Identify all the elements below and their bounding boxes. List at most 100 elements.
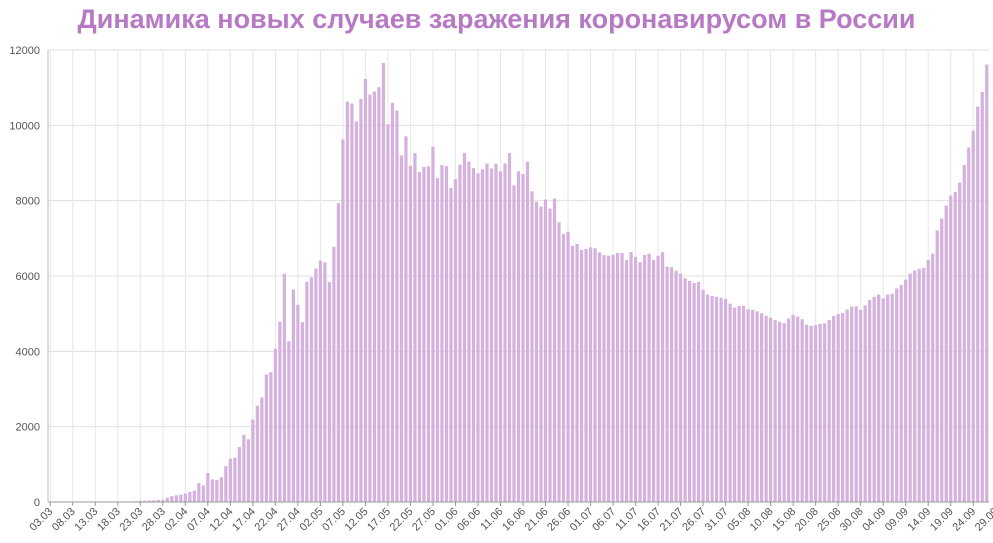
bar [300,322,305,502]
x-tick-label: 07.04 [185,506,213,534]
bar [377,87,381,503]
bar [467,161,471,502]
x-tick-label: 10.08 [748,506,776,534]
bar [278,321,282,502]
bar [980,91,984,503]
bar [314,268,318,502]
chart-title: Динамика новых случаев заражения коронав… [77,4,916,34]
bar [764,315,768,502]
bar [985,64,989,503]
bar [147,500,151,502]
bar [732,307,737,502]
bar [224,466,228,502]
bars [48,62,989,503]
y-tick-label: 4000 [16,346,40,358]
bar [827,320,831,502]
bar [390,102,395,503]
bar [183,493,187,502]
bar [611,254,615,502]
bar [426,166,431,502]
bar [156,499,160,502]
bar [741,305,746,502]
bar [787,318,791,502]
bar [323,262,327,502]
bar [435,178,440,502]
x-tick-label: 17.04 [230,506,258,534]
bar [440,165,444,502]
axes [47,50,989,506]
bar [525,161,530,502]
bar [971,130,975,502]
x-tick-label: 30.08 [838,506,866,534]
bar [557,222,561,502]
bar [629,252,633,502]
x-tick-label: 26.07 [680,506,708,534]
bar [778,321,782,502]
bar [818,323,822,502]
x-tick-label: 12.04 [208,506,236,534]
bar [530,191,534,503]
bar [692,283,696,502]
x-tick-label: 04.09 [860,506,888,534]
bar [282,273,286,502]
bar [899,284,903,502]
bar [251,419,255,502]
bar [710,295,714,502]
bar [823,323,827,502]
y-tick-label: 10000 [9,120,40,132]
bar [206,472,210,502]
bar [422,166,426,502]
bar [273,348,277,502]
bar [246,439,250,502]
bar [485,163,489,502]
bar [210,479,214,502]
bar [264,374,268,502]
bar [588,247,593,502]
bar [327,281,332,502]
bar [615,252,620,502]
bar [174,495,178,502]
bar [584,248,588,502]
x-tick-label: 13.03 [72,506,100,534]
x-tick-label: 06.06 [455,506,483,534]
bar [368,94,372,503]
x-tick-label: 06.07 [590,506,618,534]
bar [877,294,881,502]
bar [507,152,512,502]
bar [751,309,755,502]
bar [192,490,196,502]
bar [737,305,741,502]
bar [480,169,485,502]
x-tick-label: 03.03 [27,506,55,534]
bar [431,146,435,503]
bar [444,166,449,502]
bar [170,496,174,502]
bar [237,447,241,502]
y-tick-label: 12000 [9,45,40,57]
bar [534,201,539,503]
x-tick-label: 21.07 [658,506,686,534]
y-tick-label: 8000 [16,196,40,208]
bar [462,152,467,502]
bar [809,325,813,502]
bar [386,124,390,503]
bar [255,405,259,502]
bar [859,309,863,502]
bar [962,165,966,503]
bar [976,106,980,503]
bar [359,99,363,502]
x-tick-label: 20.08 [793,506,821,534]
x-tick-label: 07.05 [320,506,348,534]
bar [620,252,624,502]
x-tick-labels: 03.0308.0313.0318.0323.0328.0302.0407.04… [27,506,993,534]
bar [395,110,399,502]
x-tick-label: 22.04 [253,506,281,534]
bar [868,299,872,502]
bar [913,270,917,502]
x-tick-label: 16.06 [500,506,528,534]
bar [471,168,476,502]
x-tick-label: 31.07 [703,506,731,534]
bar [242,434,246,502]
x-tick-label: 27.05 [410,506,438,534]
